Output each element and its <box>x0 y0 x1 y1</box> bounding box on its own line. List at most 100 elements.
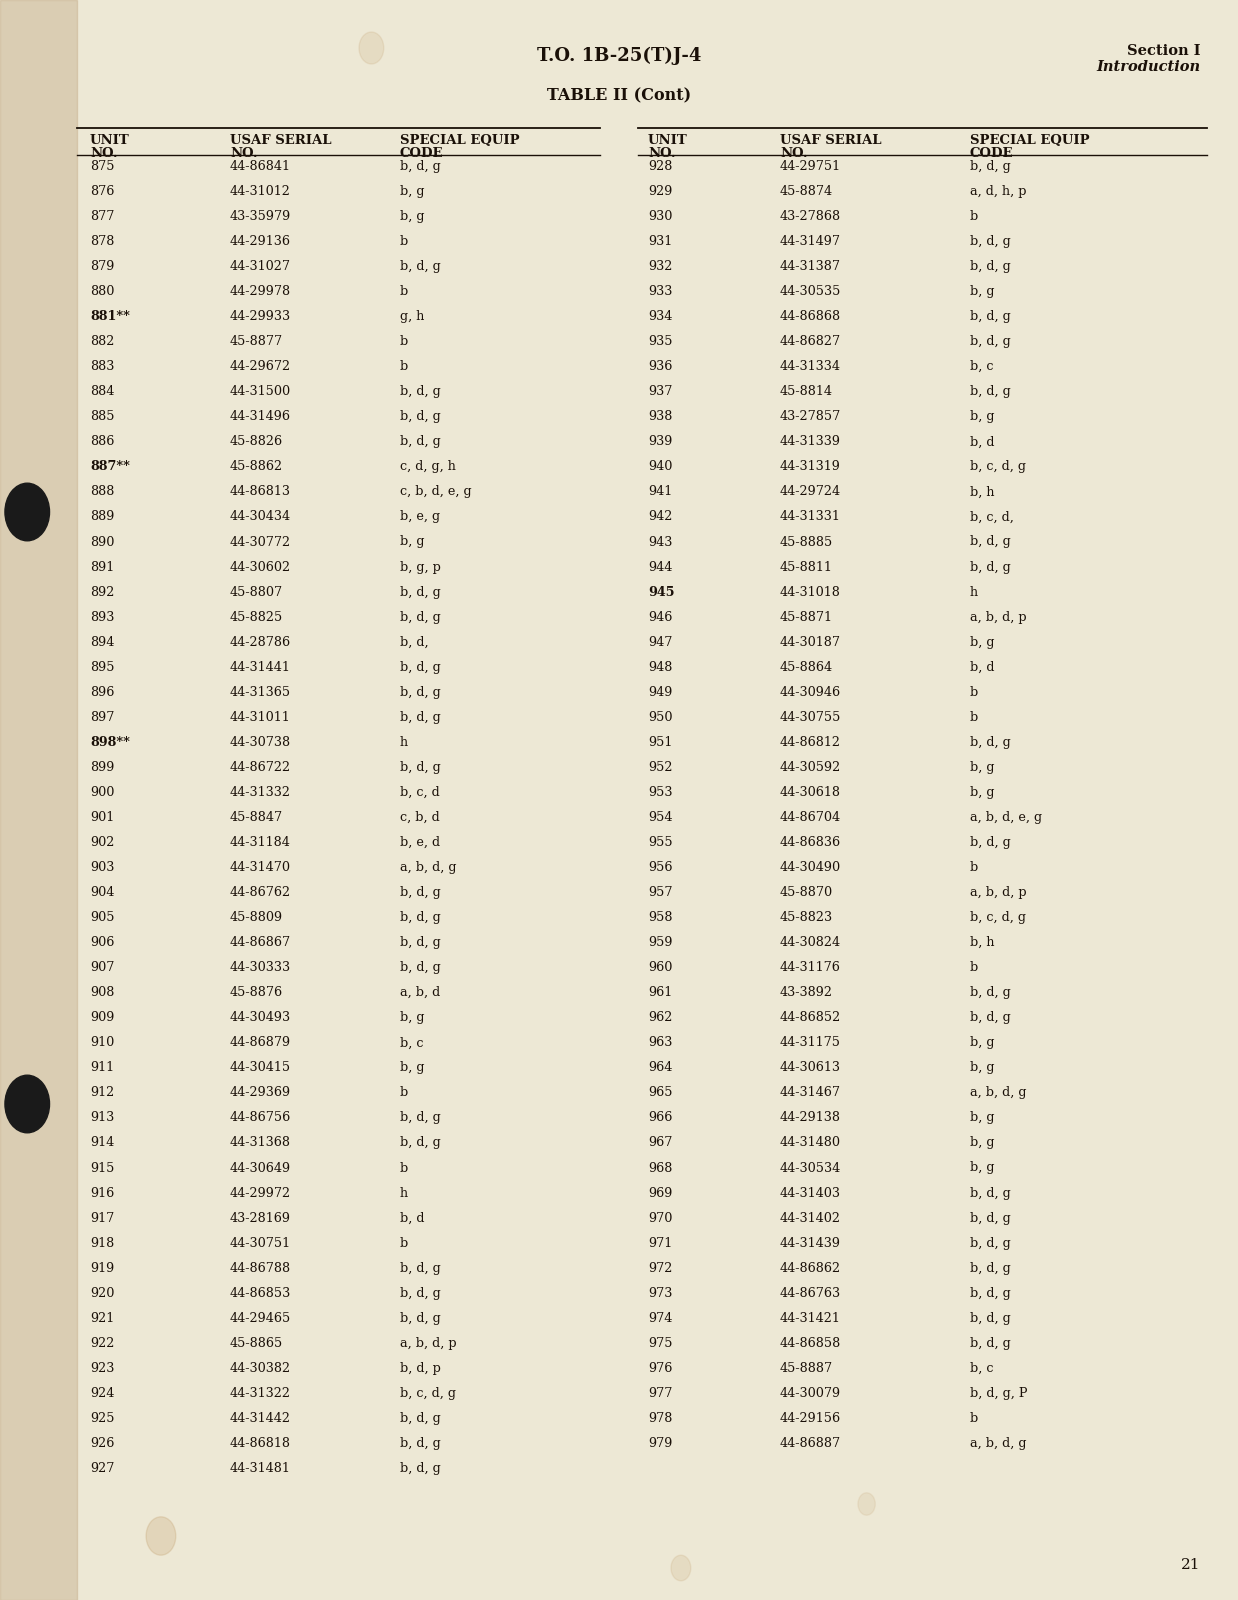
Text: b, d, g: b, d, g <box>971 261 1010 274</box>
Text: 892: 892 <box>90 586 114 598</box>
Text: 939: 939 <box>647 435 672 448</box>
Text: 44-31439: 44-31439 <box>780 1237 841 1250</box>
Text: b, d, g: b, d, g <box>400 611 441 624</box>
Text: 44-31481: 44-31481 <box>230 1462 291 1475</box>
Text: a, b, d, e, g: a, b, d, e, g <box>971 811 1042 824</box>
Text: 878: 878 <box>90 235 114 248</box>
Text: 43-28169: 43-28169 <box>230 1211 291 1224</box>
Text: 45-8823: 45-8823 <box>780 910 833 925</box>
Text: 45-8876: 45-8876 <box>230 986 284 1000</box>
Text: b, g: b, g <box>971 762 994 774</box>
Text: 905: 905 <box>90 910 114 925</box>
Text: 930: 930 <box>647 210 672 222</box>
Text: 899: 899 <box>90 762 114 774</box>
Text: 920: 920 <box>90 1286 114 1299</box>
Text: 44-31470: 44-31470 <box>230 861 291 874</box>
Text: b, d, g: b, d, g <box>400 962 441 974</box>
Text: b, g: b, g <box>971 786 994 798</box>
Text: b, d, g: b, d, g <box>400 661 441 674</box>
Text: 967: 967 <box>647 1136 672 1149</box>
Bar <box>0 0 77 1600</box>
Text: 916: 916 <box>90 1187 114 1200</box>
Text: 877: 877 <box>90 210 114 222</box>
Text: 885: 885 <box>90 410 114 424</box>
Text: 44-86879: 44-86879 <box>230 1037 291 1050</box>
Text: 44-30535: 44-30535 <box>780 285 842 298</box>
Text: 44-29672: 44-29672 <box>230 360 291 373</box>
Text: 44-30738: 44-30738 <box>230 736 291 749</box>
Text: 900: 900 <box>90 786 114 798</box>
Text: h: h <box>971 586 978 598</box>
Text: b: b <box>971 210 978 222</box>
Text: 887**: 887** <box>90 461 130 474</box>
Text: b, d, g: b, d, g <box>400 1112 441 1125</box>
Text: b, h: b, h <box>971 485 994 499</box>
Text: 44-30493: 44-30493 <box>230 1011 291 1024</box>
Text: 44-31332: 44-31332 <box>230 786 291 798</box>
Text: 44-86788: 44-86788 <box>230 1262 291 1275</box>
Text: 976: 976 <box>647 1362 672 1374</box>
Text: 44-30602: 44-30602 <box>230 560 291 573</box>
Text: b, d, g: b, d, g <box>971 310 1010 323</box>
Text: 44-31421: 44-31421 <box>780 1312 841 1325</box>
Text: 45-8870: 45-8870 <box>780 886 833 899</box>
Text: 44-86827: 44-86827 <box>780 334 841 349</box>
Text: 44-30434: 44-30434 <box>230 510 291 523</box>
Text: b, d,: b, d, <box>400 635 428 648</box>
Text: a, d, h, p: a, d, h, p <box>971 186 1026 198</box>
Text: 44-31184: 44-31184 <box>230 835 291 850</box>
Text: 946: 946 <box>647 611 672 624</box>
Text: 44-31322: 44-31322 <box>230 1387 291 1400</box>
Text: 942: 942 <box>647 510 672 523</box>
Text: 944: 944 <box>647 560 672 573</box>
Text: 44-86763: 44-86763 <box>780 1286 841 1299</box>
Text: 896: 896 <box>90 686 114 699</box>
Text: b, d, g: b, d, g <box>400 1262 441 1275</box>
Text: 974: 974 <box>647 1312 672 1325</box>
Text: b, g: b, g <box>400 1061 425 1074</box>
Text: 45-8885: 45-8885 <box>780 536 833 549</box>
Text: 962: 962 <box>647 1011 672 1024</box>
Text: 894: 894 <box>90 635 114 648</box>
Text: b, g: b, g <box>971 1061 994 1074</box>
Text: b, d, g: b, d, g <box>400 410 441 424</box>
Text: 44-31387: 44-31387 <box>780 261 841 274</box>
Text: b, d, g, P: b, d, g, P <box>971 1387 1028 1400</box>
Text: h: h <box>400 1187 409 1200</box>
Text: 44-86852: 44-86852 <box>780 1011 842 1024</box>
Text: 911: 911 <box>90 1061 114 1074</box>
Text: 44-30415: 44-30415 <box>230 1061 291 1074</box>
Text: b, d, g: b, d, g <box>400 435 441 448</box>
Text: 44-31339: 44-31339 <box>780 435 841 448</box>
Text: h: h <box>400 736 409 749</box>
Text: b, d, g: b, d, g <box>400 686 441 699</box>
Text: g, h: g, h <box>400 310 425 323</box>
Text: b, e, g: b, e, g <box>400 510 441 523</box>
Text: 965: 965 <box>647 1086 672 1099</box>
Text: 918: 918 <box>90 1237 114 1250</box>
Text: 951: 951 <box>647 736 672 749</box>
Text: b, g: b, g <box>971 410 994 424</box>
Text: NO.: NO. <box>647 147 676 160</box>
Text: 44-31497: 44-31497 <box>780 235 841 248</box>
Text: b, d, g: b, d, g <box>400 586 441 598</box>
Text: 45-8807: 45-8807 <box>230 586 284 598</box>
Text: UNIT: UNIT <box>90 134 130 147</box>
Text: b: b <box>400 1162 409 1174</box>
Text: b, d, g: b, d, g <box>400 1437 441 1450</box>
Text: 910: 910 <box>90 1037 114 1050</box>
Text: a, b, d, p: a, b, d, p <box>971 611 1026 624</box>
Text: 972: 972 <box>647 1262 672 1275</box>
Text: 912: 912 <box>90 1086 114 1099</box>
Text: 958: 958 <box>647 910 672 925</box>
Text: 880: 880 <box>90 285 114 298</box>
Text: 44-30772: 44-30772 <box>230 536 291 549</box>
Text: b, d, g: b, d, g <box>400 710 441 723</box>
Text: b, d: b, d <box>400 1211 425 1224</box>
Text: 44-86841: 44-86841 <box>230 160 291 173</box>
Text: 963: 963 <box>647 1037 672 1050</box>
Text: b, d, g: b, d, g <box>971 160 1010 173</box>
Text: b, g: b, g <box>971 285 994 298</box>
Text: 904: 904 <box>90 886 114 899</box>
Text: b: b <box>971 686 978 699</box>
